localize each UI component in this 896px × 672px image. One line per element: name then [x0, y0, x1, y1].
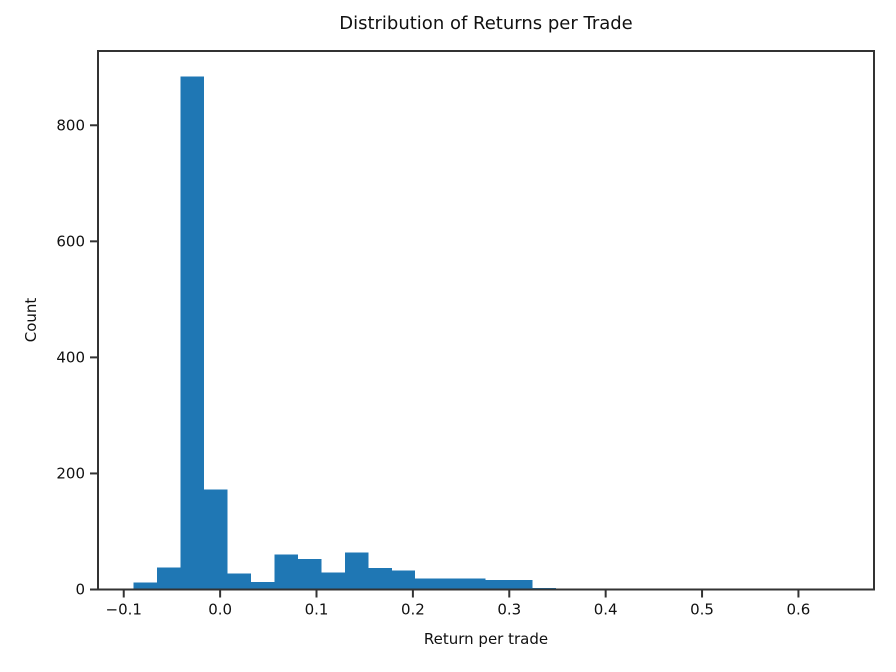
histogram-bar — [250, 581, 275, 590]
x-tick-label: 0.4 — [594, 601, 618, 619]
histogram-bar — [227, 573, 251, 590]
histogram-bar — [274, 554, 298, 590]
y-tick-label: 0 — [75, 581, 85, 599]
x-tick-label: 0.5 — [690, 601, 714, 619]
y-tick-label: 200 — [56, 464, 85, 482]
histogram-bar — [297, 558, 322, 590]
histogram-bar — [344, 552, 369, 590]
x-tick-label: 0.3 — [497, 601, 521, 619]
histogram-bar — [509, 580, 533, 590]
y-tick-label: 400 — [56, 348, 85, 366]
histogram-bar — [391, 570, 416, 590]
histogram-bar — [438, 578, 463, 590]
plot-title: Distribution of Returns per Trade — [339, 13, 633, 34]
histogram-bar — [415, 578, 439, 590]
x-tick-label: −0.1 — [106, 601, 142, 619]
histogram-bar — [462, 578, 486, 590]
histogram-bar — [133, 582, 157, 590]
x-tick-label: 0.1 — [305, 601, 329, 619]
y-axis-label: Count — [22, 297, 40, 343]
x-tick-label: 0.0 — [208, 601, 232, 619]
histogram-bar — [368, 568, 392, 590]
histogram-bar — [321, 572, 345, 590]
histogram-bar — [485, 580, 510, 590]
x-axis-label: Return per trade — [423, 630, 549, 648]
y-tick-label: 800 — [56, 116, 85, 134]
histogram-bar — [203, 489, 228, 590]
histogram-bar — [180, 76, 204, 590]
x-tick-label: 0.6 — [787, 601, 811, 619]
x-tick-label: 0.2 — [401, 601, 425, 619]
histogram-bar — [156, 567, 181, 590]
axes-frame — [97, 50, 875, 591]
y-tick-label: 600 — [56, 232, 85, 250]
